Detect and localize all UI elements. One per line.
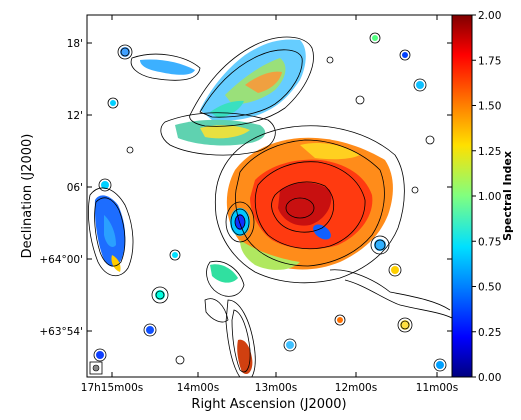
x-tick-label: 11m00s <box>416 382 458 394</box>
colorbar-ticks: 0.00 0.25 0.50 0.75 1.00 1.25 1.50 1.75 2.00 <box>472 10 501 384</box>
colorbar-tick-label: 1.75 <box>478 55 501 67</box>
colorbar-tick-label: 1.25 <box>478 146 501 158</box>
colorbar-tick-label: 0.50 <box>478 282 501 294</box>
x-tick-label: 17h15m00s <box>81 382 143 394</box>
colorbar-tick-label: 1.00 <box>478 191 501 203</box>
beam-marker <box>89 361 103 375</box>
colorbar-tick-label: 2.00 <box>478 10 501 22</box>
colorbar-tick-label: 0.00 <box>478 372 501 384</box>
colorbar <box>451 14 473 378</box>
x-axis-label: Right Ascension (J2000) <box>191 397 346 412</box>
colorbar-tick-label: 1.50 <box>478 101 501 113</box>
colorbar-tick-label: 0.75 <box>478 236 501 248</box>
x-tick-label: 12m00s <box>335 382 377 394</box>
x-tick-label: 14m00s <box>177 382 219 394</box>
y-axis-label: Declination (J2000) <box>20 134 35 259</box>
x-axis-ticks: 17h15m00s 14m00s 13m00s 12m00s 11m00s <box>81 15 458 394</box>
y-tick-label: +64°00' <box>39 254 83 266</box>
y-axis-ticks: +63°54' +64°00' 06' 12' 18' <box>39 38 452 338</box>
contour-overlay <box>88 32 452 377</box>
y-tick-label: 06' <box>67 182 83 194</box>
spectral-index-map <box>94 35 444 375</box>
y-tick-label: 18' <box>67 38 83 50</box>
x-tick-label: 13m00s <box>255 382 297 394</box>
colorbar-tick-label: 0.25 <box>478 327 501 339</box>
y-tick-label: +63°54' <box>39 326 83 338</box>
colorbar-label: Spectral Index <box>501 151 514 241</box>
y-tick-label: 12' <box>67 110 83 122</box>
